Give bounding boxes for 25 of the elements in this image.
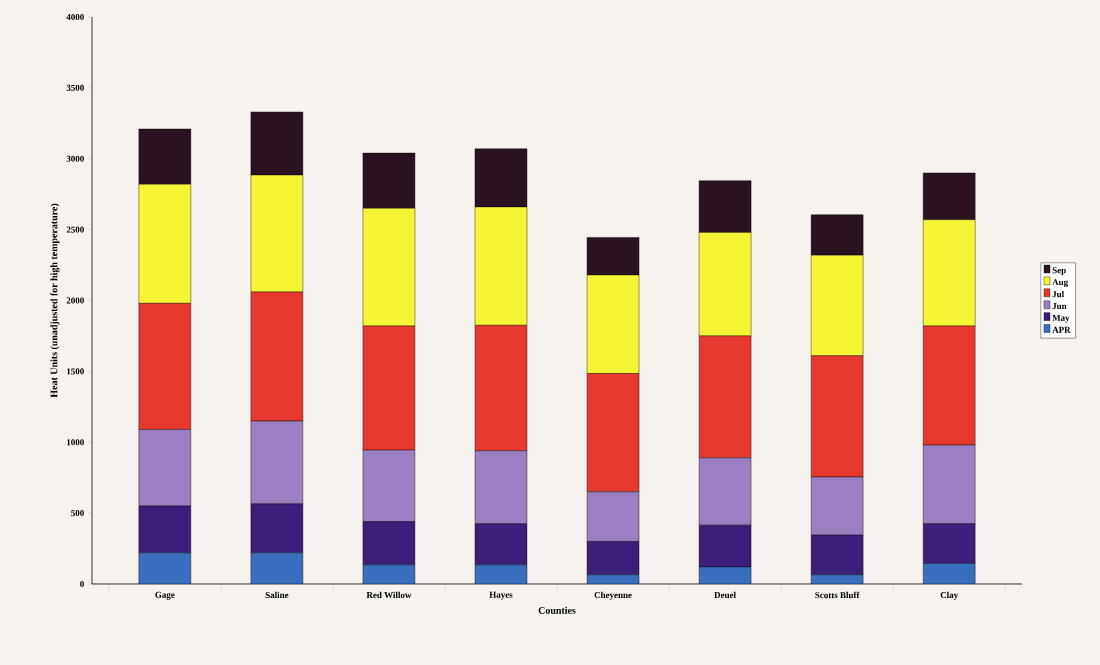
y-tick-label: 2500 — [66, 226, 84, 233]
legend-label: Jul — [1052, 290, 1064, 298]
legend-label: Jun — [1052, 303, 1067, 310]
x-tick-label: Scotts Bluff — [815, 591, 860, 599]
x-tick-label: Hayes — [489, 591, 513, 600]
legend-label: Aug — [1052, 279, 1069, 288]
legend-label: APR — [1052, 326, 1071, 333]
x-tick-label: Clay — [940, 591, 959, 600]
y-tick-label: 4000 — [66, 13, 84, 21]
y-tick-label: 500 — [71, 510, 84, 517]
y-tick-label: 3000 — [66, 155, 84, 162]
y-axis-title: Heat Units (unadjusted for high temperature) — [50, 203, 60, 398]
legend-label: Sep — [1052, 267, 1066, 276]
legend-label: May — [1052, 314, 1070, 323]
x-axis-title: Counties — [538, 606, 576, 614]
y-tick-label: 0 — [80, 580, 84, 588]
x-tick-label: Deuel — [714, 591, 736, 599]
y-tick-label: 3500 — [66, 84, 84, 91]
y-tick-label: 2000 — [66, 297, 84, 304]
y-tick-label: 1500 — [67, 368, 84, 375]
x-tick-label: Red Willow — [366, 591, 412, 599]
x-tick-label: Gage — [155, 591, 175, 600]
x-tick-label: Saline — [265, 591, 289, 599]
y-tick-label: 1000 — [67, 439, 84, 446]
x-tick-label: Cheyenne — [594, 591, 632, 600]
